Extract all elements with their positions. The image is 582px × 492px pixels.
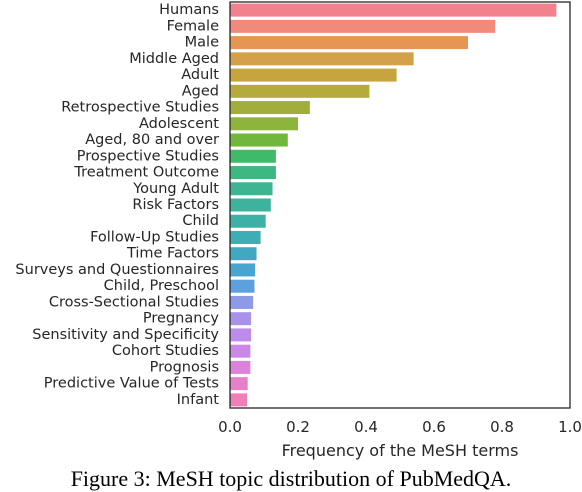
bar-0	[230, 3, 557, 17]
bar-15	[230, 247, 257, 261]
category-label: Follow-Up Studies	[90, 229, 219, 245]
x-tick-label: 0.0	[218, 418, 242, 436]
bar-11	[230, 182, 273, 196]
category-label: Risk Factors	[132, 197, 219, 213]
bar-22	[230, 360, 251, 374]
category-label: Prognosis	[150, 359, 219, 375]
bar-21	[230, 344, 251, 358]
figure-caption: Figure 3: MeSH topic distribution of Pub…	[70, 466, 512, 491]
bar-18	[230, 295, 254, 309]
bar-1	[230, 19, 496, 33]
bar-20	[230, 328, 252, 342]
category-label: Cohort Studies	[112, 343, 219, 359]
category-label: Child, Preschool	[104, 278, 219, 294]
category-label: Adult	[181, 67, 219, 83]
bar-6	[230, 101, 310, 115]
bar-4	[230, 68, 397, 82]
category-label: Pregnancy	[143, 311, 219, 327]
bars-group	[230, 3, 557, 407]
bar-23	[230, 377, 248, 391]
category-label: Aged, 80 and over	[85, 132, 219, 148]
x-tick-label: 1.0	[558, 418, 582, 436]
bar-16	[230, 263, 256, 277]
category-label: Treatment Outcome	[73, 165, 219, 181]
category-label: Young Adult	[132, 181, 219, 197]
category-label: Surveys and Questionnaires	[15, 262, 219, 278]
category-label: Infant	[177, 392, 220, 408]
x-tick-labels: 0.0 0.2 0.4 0.6 0.8 1.0	[218, 418, 582, 436]
category-label: Time Factors	[126, 246, 219, 262]
category-label: Middle Aged	[129, 51, 219, 67]
bar-8	[230, 133, 288, 147]
category-label: Adolescent	[139, 116, 219, 132]
bar-24	[230, 393, 247, 407]
bar-10	[230, 166, 276, 180]
bar-14	[230, 230, 261, 244]
category-label: Prospective Studies	[77, 148, 219, 164]
category-label: Humans	[159, 2, 219, 18]
bar-2	[230, 36, 468, 50]
plot-frame	[229, 1, 571, 409]
category-label: Child	[182, 213, 219, 229]
x-tick-label: 0.4	[354, 418, 378, 436]
bar-12	[230, 198, 271, 212]
category-label: Male	[185, 35, 219, 51]
bar-9	[230, 149, 276, 163]
category-label: Predictive Value of Tests	[44, 376, 219, 392]
bar-19	[230, 312, 252, 326]
x-axis-label: Frequency of the MeSH terms	[282, 441, 519, 460]
bar-13	[230, 214, 266, 228]
category-label: Sensitivity and Specificity	[32, 327, 219, 343]
bar-17	[230, 279, 255, 293]
x-tick-label: 0.6	[422, 418, 446, 436]
bar-5	[230, 84, 370, 98]
category-label: Cross-Sectional Studies	[49, 294, 219, 310]
bar-7	[230, 117, 298, 131]
category-label: Female	[167, 18, 220, 34]
category-label: Retrospective Studies	[61, 100, 219, 116]
x-tick-label: 0.8	[490, 418, 514, 436]
category-label: Aged	[182, 83, 219, 99]
bar-3	[230, 52, 414, 66]
x-tick-label: 0.2	[286, 418, 310, 436]
